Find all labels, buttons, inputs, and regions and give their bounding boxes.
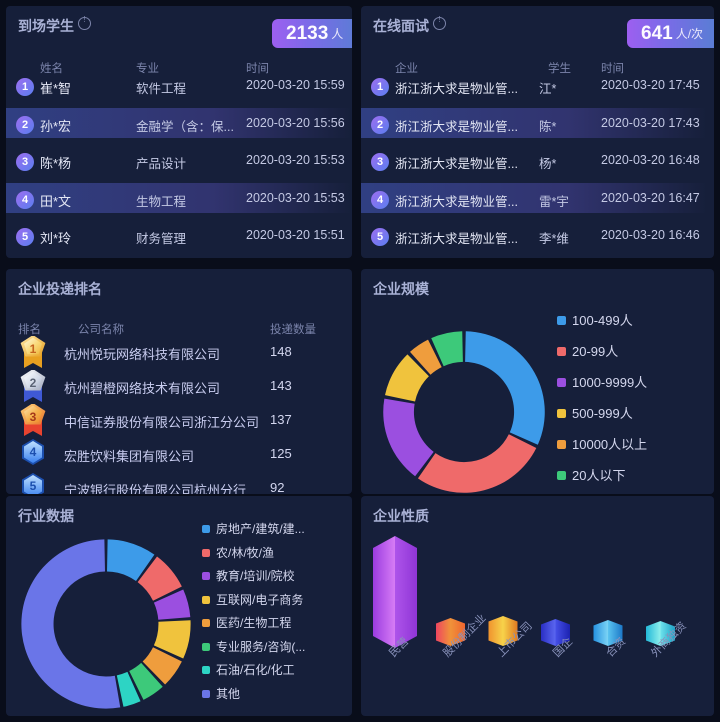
svg-text:1: 1 bbox=[30, 342, 37, 356]
svg-text:5: 5 bbox=[30, 479, 37, 493]
svg-text:3: 3 bbox=[30, 410, 37, 424]
svg-text:2: 2 bbox=[30, 376, 37, 390]
svg-text:4: 4 bbox=[30, 445, 37, 459]
